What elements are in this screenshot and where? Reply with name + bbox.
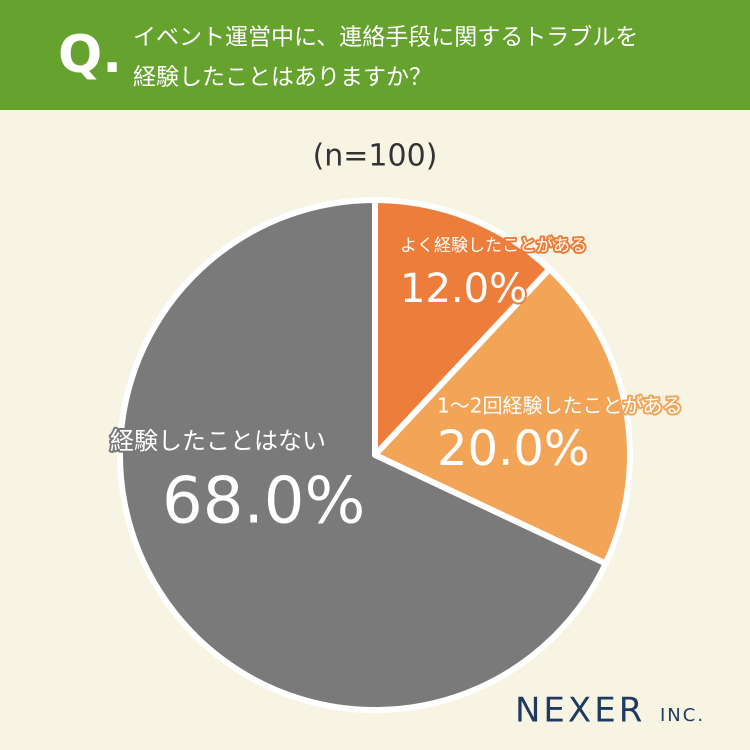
pie-slice — [372, 197, 553, 458]
logo-suffix: INC. — [660, 705, 705, 726]
value-label: 68.0% — [162, 465, 365, 539]
slice-label: よく経験したことがある — [400, 236, 587, 256]
value-label: 20.0% — [437, 421, 589, 477]
title-line: イベント運営中に、連絡手段に関するトラブルを — [133, 25, 638, 51]
logo: NEXER — [515, 691, 645, 731]
pie-slice — [117, 197, 609, 713]
pie-slice — [372, 266, 633, 567]
header-band — [0, 0, 750, 110]
subtitle: (n=100) — [313, 139, 438, 174]
question-label: Q. — [58, 25, 122, 85]
slice-label: 1～2回経験したことがある — [437, 394, 682, 418]
value-label: 12.0% — [400, 266, 527, 312]
slice-label: 経験したことはない — [110, 427, 326, 455]
title-line: 経験したことはありますか？ — [133, 65, 432, 91]
pie — [117, 197, 633, 713]
